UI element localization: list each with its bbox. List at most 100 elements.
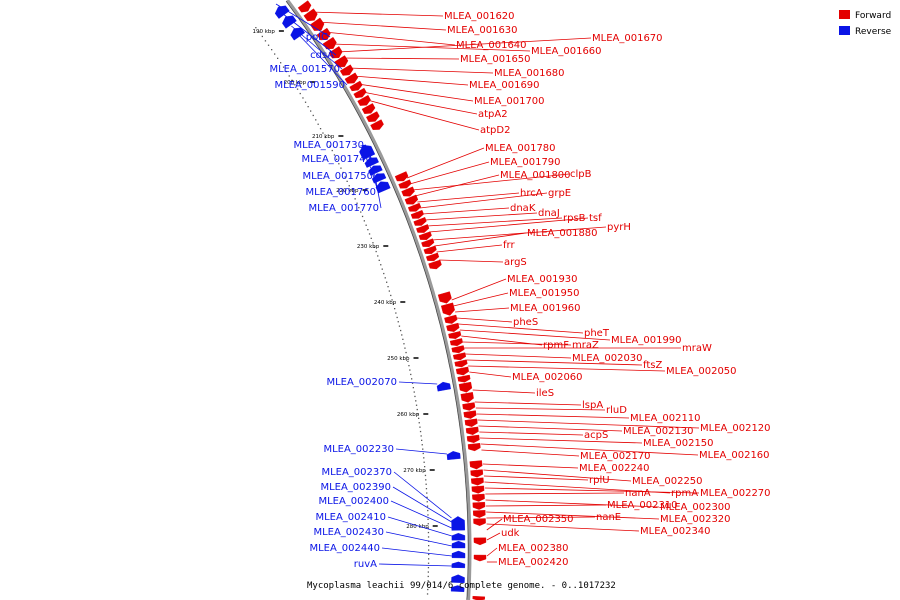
reverse-leader-line [395, 448, 448, 455]
forward-leader-line [406, 147, 485, 179]
reverse-gene-label: MLEA_002410 [315, 512, 386, 523]
ruler-dot [368, 233, 371, 235]
ruler-dot [424, 470, 426, 472]
tick-mark [383, 245, 389, 247]
tick-label: 230 kbp [357, 244, 380, 250]
ruler-dot [410, 373, 412, 376]
forward-gene-arrow [462, 402, 476, 411]
forward-leader-line [409, 161, 490, 185]
forward-leader-line [478, 425, 623, 432]
tick-label: 260 kbp [397, 412, 420, 418]
reverse-leader-line [368, 163, 376, 177]
reverse-gene-arrow [451, 540, 466, 549]
ruler-dot [352, 193, 354, 196]
ruler-dot [415, 404, 418, 406]
forward-gene-arrow [460, 392, 474, 403]
reverse-gene-label: polC [306, 32, 328, 43]
forward-gene-arrow [416, 224, 430, 233]
forward-gene-label: MLEA_002050 [666, 366, 737, 377]
forward-leader-line [362, 91, 478, 115]
ruler-dot [427, 523, 429, 525]
forward-leader-line [479, 431, 584, 436]
ruler-dot [386, 281, 388, 283]
forward-gene-arrow [473, 554, 487, 562]
ruler-dot [380, 264, 382, 266]
ruler-dot [407, 360, 409, 362]
ruler-dot [421, 444, 423, 446]
ruler-dot [346, 180, 348, 182]
forward-leader-line [480, 443, 699, 456]
ruler-dot [338, 163, 340, 165]
forward-gene-arrow [339, 64, 354, 76]
reverse-gene-arrow [274, 5, 290, 19]
forward-gene-label: MLEA_002110 [630, 413, 701, 424]
forward-gene-label: MLEA_001690 [469, 80, 540, 91]
forward-leader-line [486, 518, 503, 531]
ruler-dot [384, 277, 386, 279]
forward-leader-line [332, 43, 531, 52]
ruler-dot [370, 237, 372, 239]
forward-gene-arrow [418, 231, 432, 240]
forward-gene-label: rplU [589, 475, 610, 486]
forward-gene-label: nanA [625, 488, 651, 499]
forward-leader-line [483, 475, 589, 481]
forward-gene-arrow [394, 171, 409, 182]
forward-gene-arrow [463, 410, 477, 419]
reverse-gene-arrow [375, 181, 391, 194]
reverse-gene-arrow [451, 516, 466, 531]
ruler-dot [420, 435, 422, 437]
ruler-dot [416, 408, 418, 411]
ruler-dot [288, 75, 290, 77]
forward-leader-line [468, 365, 666, 372]
forward-gene-arrow [469, 460, 483, 470]
ruler-dot [315, 119, 317, 121]
ruler-dot [418, 417, 420, 419]
legend-forward-swatch [839, 10, 850, 19]
ruler-dot [342, 171, 344, 174]
forward-gene-arrow [410, 209, 424, 219]
forward-gene-arrow [440, 302, 455, 316]
forward-gene-label: MLEA_002270 [700, 488, 771, 499]
forward-gene-arrow [449, 338, 463, 347]
forward-leader-line [436, 244, 503, 253]
ruler-dot [427, 531, 430, 534]
reverse-leader-line [275, 3, 331, 38]
forward-gene-label: MLEA_002240 [579, 463, 650, 474]
forward-gene-arrow [455, 366, 470, 376]
reverse-gene-arrow [364, 157, 379, 168]
forward-leader-line [472, 389, 536, 394]
ruler-dot [258, 31, 260, 33]
forward-gene-label: MLEA_002340 [640, 526, 711, 537]
forward-gene-label: nanE [596, 512, 621, 523]
reverse-leader-line [282, 13, 337, 56]
tick-mark [362, 189, 368, 191]
forward-gene-arrow [452, 352, 467, 361]
reverse-gene-arrow [446, 451, 461, 461]
tick-label: 190 kbp [252, 29, 275, 35]
reverse-gene-arrow [451, 574, 465, 584]
forward-leader-line [486, 516, 596, 519]
legend-reverse-label: Reverse [855, 27, 892, 37]
forward-gene-label: MLEA_001880 [527, 228, 598, 239]
ruler-dot [428, 545, 430, 547]
forward-gene-arrow [361, 103, 376, 114]
ruler-dot [264, 40, 267, 42]
ruler-dot [426, 593, 429, 595]
forward-gene-arrow [471, 485, 485, 494]
forward-gene-label: MLEA_002300 [660, 502, 731, 513]
ruler-dot [404, 347, 406, 349]
forward-gene-label: MLEA_001700 [474, 96, 545, 107]
ruler-dot [421, 439, 423, 441]
ruler-dot [329, 145, 331, 147]
forward-gene-label: acpS [584, 430, 608, 441]
forward-gene-arrow [473, 537, 487, 546]
forward-gene-label: MLEA_001930 [507, 274, 578, 285]
legend-reverse-swatch [839, 26, 850, 35]
forward-gene-label: hrcA [520, 188, 543, 199]
forward-gene-label: tsf [589, 213, 602, 224]
ruler-dot [372, 242, 374, 244]
forward-leader-line [434, 232, 527, 247]
reverse-gene-arrow [451, 550, 466, 559]
forward-gene-label: MLEA_001660 [531, 46, 602, 57]
